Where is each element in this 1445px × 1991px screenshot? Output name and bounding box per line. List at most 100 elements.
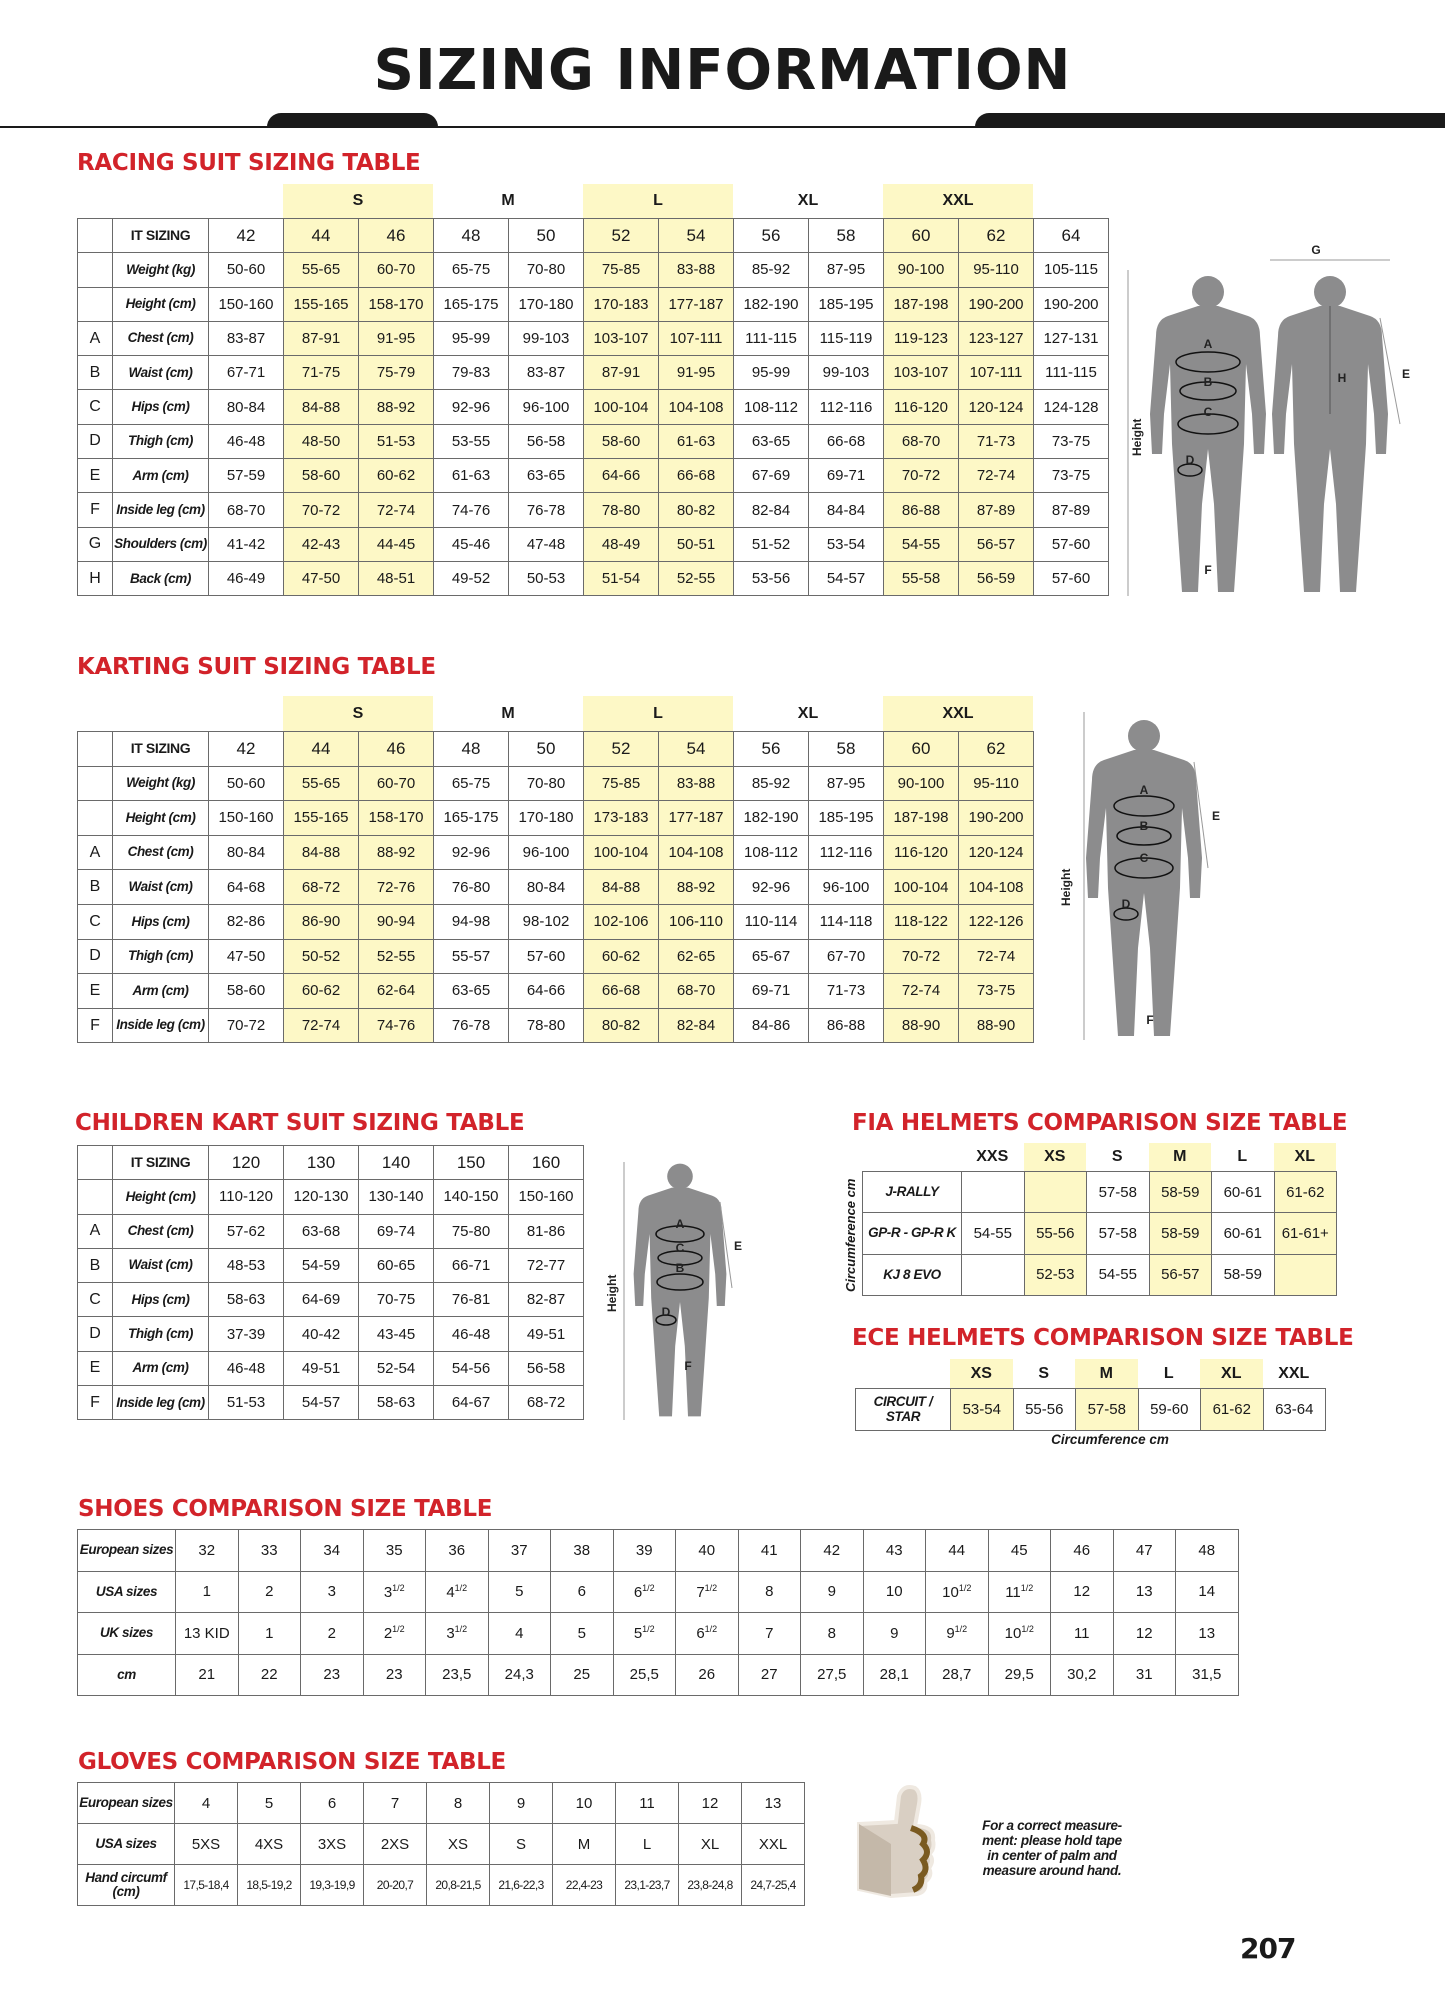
table-row: KJ 8 EVO 52-53 54-55 56-57 58-59 <box>862 1253 1337 1296</box>
table-cell <box>1023 1170 1087 1214</box>
table-cell: 92-96 <box>433 834 509 871</box>
table-cell: 71-73 <box>808 973 884 1009</box>
table-cell: 58-60 <box>583 423 659 460</box>
table-cell: 110-114 <box>733 903 809 940</box>
table-cell: 65-75 <box>433 765 509 802</box>
table-cell: 95-110 <box>958 252 1034 288</box>
table-row: C Hips (cm) 58-63 64-69 70-75 76-81 82-87 <box>77 1282 584 1318</box>
table-cell: 11 <box>1050 1612 1114 1655</box>
measure-letter: F <box>77 1385 113 1421</box>
measure-ring <box>1179 381 1237 401</box>
header-tab-left <box>267 113 438 127</box>
table-cell: 51/2 <box>612 1612 676 1655</box>
table-cell: 63-68 <box>283 1213 359 1249</box>
row-label: CIRCUIT / STAR <box>855 1388 951 1431</box>
table-cell: 43 <box>862 1529 926 1572</box>
table-cell: 4 <box>174 1782 238 1824</box>
header-row: IT SIZING 42 44 46 48 50 52 54 56 58 60 62 64 <box>77 217 1109 254</box>
size-header-cell: 52 <box>583 731 659 767</box>
table-cell: 55-57 <box>433 938 509 975</box>
table-cell: 103-107 <box>583 320 659 357</box>
table-cell: 45 <box>987 1529 1051 1572</box>
size-header-xxl: XXL <box>1278 1364 1310 1382</box>
table-cell: 18,5-19,2 <box>237 1864 301 1906</box>
size-header-cell: 58 <box>808 731 884 767</box>
table-cell: 170-180 <box>508 800 584 836</box>
table-cell: 72-74 <box>958 458 1034 494</box>
table-cell: 2 <box>237 1570 301 1613</box>
row-label: European sizes <box>77 1529 176 1572</box>
table-cell: 68-70 <box>658 973 734 1009</box>
row-label: Thigh (cm) <box>112 1316 209 1352</box>
half-size-fraction: 1/2 <box>954 1624 968 1635</box>
row-label: Weight (kg) <box>112 252 209 288</box>
size-group-m: M <box>501 704 515 722</box>
table-cell: 58-60 <box>283 458 359 494</box>
table-cell: 86-90 <box>283 903 359 940</box>
table-cell: 58-63 <box>358 1385 434 1421</box>
child-body-head <box>667 1163 693 1190</box>
height-label: Height <box>606 1275 619 1312</box>
measure-label-e: E <box>1402 367 1410 381</box>
measure-label-c: C <box>1204 405 1213 419</box>
table-cell: 75-85 <box>583 765 659 802</box>
row-label: Waist (cm) <box>112 355 209 391</box>
table-cell: 69-71 <box>808 458 884 494</box>
table-row: European sizes 4 5 6 7 8 9 10 11 12 13 <box>77 1782 805 1824</box>
table-cell: 23,5 <box>425 1653 489 1696</box>
table-cell: 48-50 <box>283 423 359 460</box>
child-body-silhouette <box>633 1187 727 1417</box>
measure-label-e: E <box>1212 809 1220 823</box>
table-cell: 44 <box>925 1529 989 1572</box>
measure-label-e: E <box>734 1239 742 1253</box>
table-cell: 92-96 <box>433 389 509 425</box>
table-cell: 59-60 <box>1137 1388 1201 1431</box>
table-cell: 27 <box>737 1653 801 1696</box>
table-cell: 87-95 <box>808 252 884 288</box>
table-cell: 95-99 <box>433 320 509 357</box>
table-cell: 68-70 <box>883 423 959 460</box>
size-header-xs: XS <box>1023 1143 1086 1171</box>
measure-letter: D <box>77 1316 113 1352</box>
table-cell: 96-100 <box>508 834 584 871</box>
children-suit-title: CHILDREN KART SUIT SIZING TABLE <box>75 1110 525 1136</box>
table-cell: 56-57 <box>958 526 1034 562</box>
measure-letter: A <box>77 320 113 357</box>
table-cell: 112-116 <box>808 389 884 425</box>
table-cell: 165-175 <box>433 286 509 322</box>
table-cell: 123-127 <box>958 320 1034 357</box>
table-cell: 64-66 <box>508 973 584 1009</box>
table-cell: 75-79 <box>358 355 434 391</box>
table-cell: 185-195 <box>808 800 884 836</box>
table-cell: 48-51 <box>358 560 434 597</box>
table-cell: 2XS <box>363 1823 427 1865</box>
table-cell: 56-57 <box>1148 1253 1212 1296</box>
table-cell: 173-183 <box>583 800 659 836</box>
table-cell: 37-39 <box>208 1316 284 1352</box>
size-header-cell: 56 <box>733 217 809 254</box>
table-cell: 42 <box>800 1529 864 1572</box>
table-cell: 110-120 <box>208 1179 284 1215</box>
table-cell: 63-65 <box>733 423 809 460</box>
table-cell: 25 <box>550 1653 614 1696</box>
table-cell: 56-58 <box>508 1350 584 1387</box>
table-cell: 100-104 <box>583 834 659 871</box>
row-label: Thigh (cm) <box>112 938 209 975</box>
size-header-cell: 48 <box>433 217 509 254</box>
row-label: Shoulders (cm) <box>112 526 209 562</box>
table-cell: 60-70 <box>358 252 434 288</box>
table-cell: XXL <box>741 1823 805 1865</box>
table-cell: 82-86 <box>208 903 284 940</box>
arm-line <box>1379 317 1401 425</box>
shoes-title: SHOES COMPARISON SIZE TABLE <box>78 1496 493 1522</box>
table-cell: 84-88 <box>283 389 359 425</box>
table-cell: 53-54 <box>808 526 884 562</box>
table-cell: 111-115 <box>733 320 809 357</box>
half-size-fraction: 1/2 <box>642 1624 655 1635</box>
table-cell: 177-187 <box>658 800 734 836</box>
table-cell: 57-58 <box>1086 1212 1150 1255</box>
row-label: Thigh (cm) <box>112 423 209 460</box>
table-cell: 190-200 <box>958 286 1034 322</box>
row-label: Weight (kg) <box>112 765 209 802</box>
table-cell: 60-62 <box>358 458 434 494</box>
